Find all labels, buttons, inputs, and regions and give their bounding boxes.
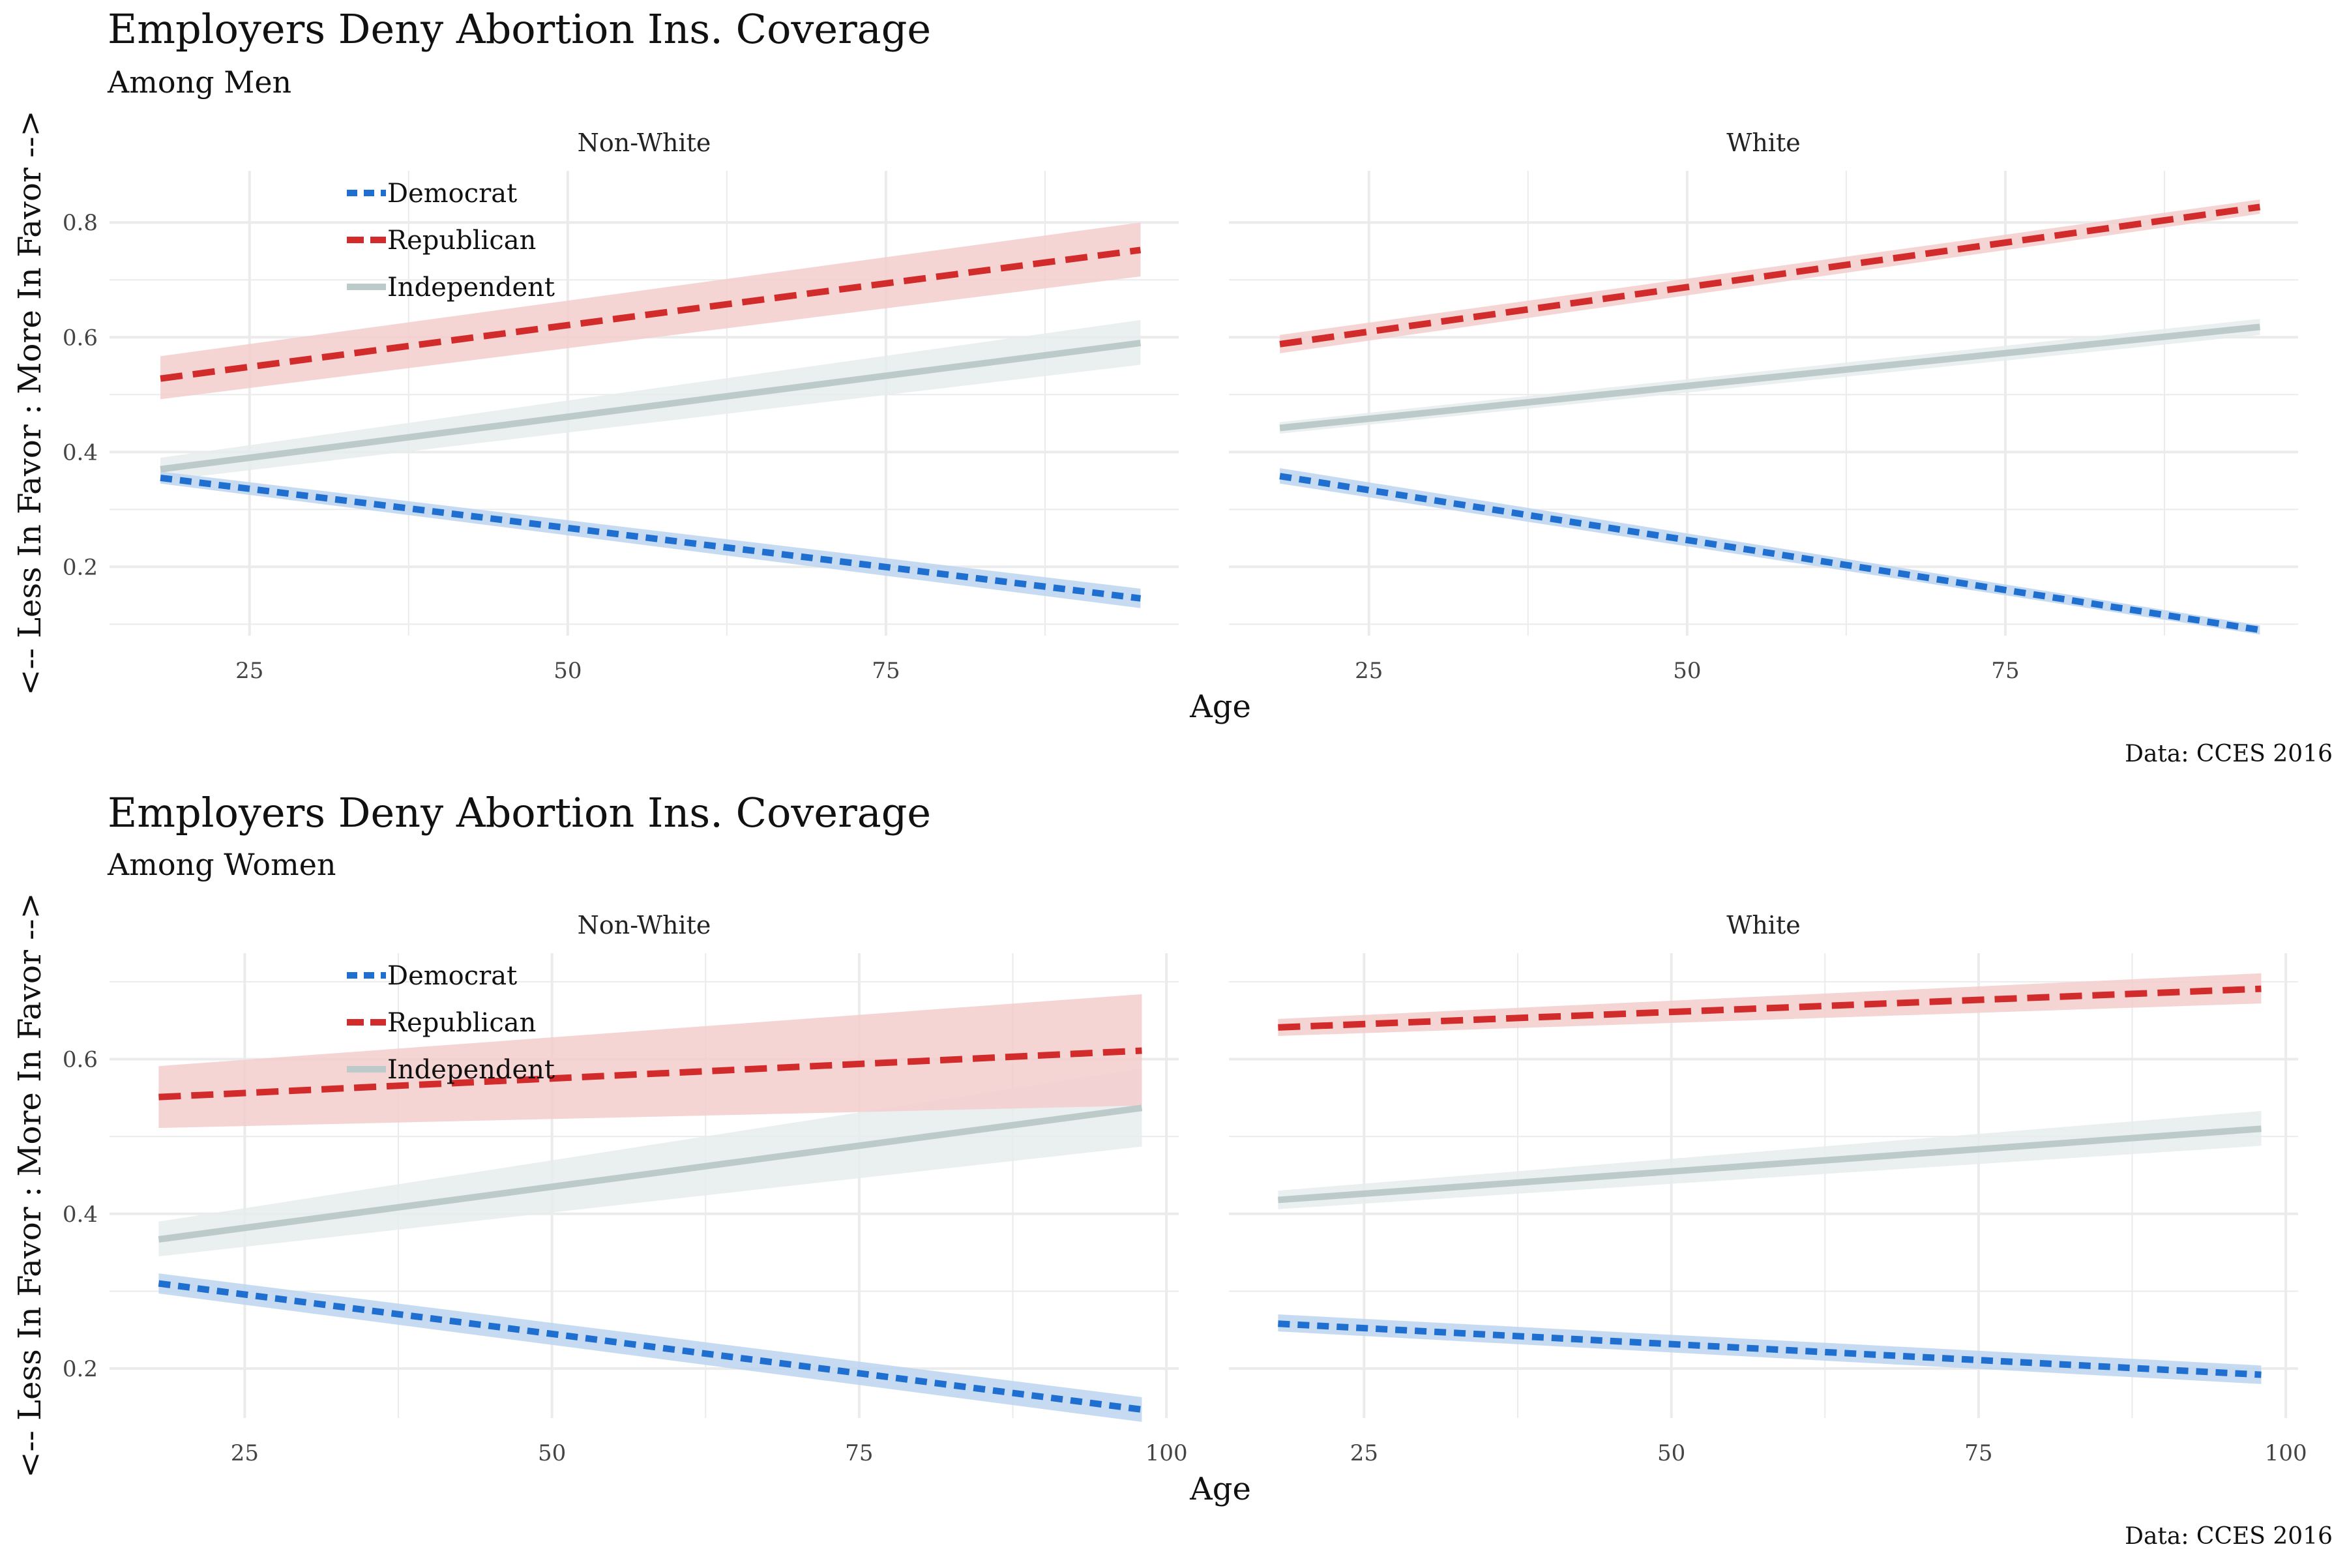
series-line-republican xyxy=(158,1047,1142,1101)
legend-label-republican: Republican xyxy=(387,1008,536,1038)
confidence-band-republican xyxy=(158,994,1142,1129)
confidence-band-republican xyxy=(1278,973,2262,1036)
legend: Democrat Republican Independent xyxy=(347,179,555,303)
series-line-democrat xyxy=(158,1280,1143,1413)
series-line-independent xyxy=(1278,1125,2262,1204)
x-tick-label: 50 xyxy=(538,1440,566,1466)
series-line-republican xyxy=(1279,203,2261,348)
legend-label-democrat: Democrat xyxy=(387,179,517,209)
chart-block-2: Employers Deny Abortion Ins. Coverage Amo… xyxy=(12,789,2333,1550)
series-line-independent xyxy=(158,1104,1143,1243)
panel-white: White 25 50 75 100 xyxy=(1229,911,2307,1466)
legend-label-independent: Independent xyxy=(387,273,555,303)
y-tick-label: 0.8 xyxy=(63,210,98,236)
x-tick-label: 50 xyxy=(554,658,582,684)
y-tick-label: 0.2 xyxy=(63,1356,98,1382)
x-tick-label: 100 xyxy=(1145,1440,1188,1466)
panel-non-white: Non-White 25 50 75 100 0.2 0.4 0.6 Democrat Repub… xyxy=(63,911,1188,1466)
legend-label-independent: Independent xyxy=(387,1055,555,1085)
panel-strip-label: White xyxy=(1726,128,1800,157)
chart-caption: Data: CCES 2016 xyxy=(2125,1523,2333,1550)
chart-title: Employers Deny Abortion Ins. Coverage xyxy=(108,5,931,53)
x-axis-label: Age xyxy=(1189,1471,1251,1507)
x-tick-label: 75 xyxy=(1964,1440,1992,1466)
x-tick-label: 25 xyxy=(1350,1440,1378,1466)
y-tick-label: 0.4 xyxy=(63,439,98,466)
series-line-independent xyxy=(1279,323,2260,432)
legend: Democrat Republican Independent xyxy=(347,961,555,1085)
panel-strip-label: Non-White xyxy=(578,128,711,157)
series-line-democrat xyxy=(1279,473,2261,634)
y-tick-label: 0.6 xyxy=(63,1047,98,1073)
x-tick-label: 75 xyxy=(845,1440,873,1466)
series-line-republican xyxy=(1278,985,2262,1031)
chart-block-1: Employers Deny Abortion Ins. Coverage Amo… xyxy=(12,5,2333,767)
y-axis-label: <-- Less In Favor : More In Favor --> xyxy=(12,110,48,696)
confidence-band-independent xyxy=(1278,1111,2262,1209)
chart-title: Employers Deny Abortion Ins. Coverage xyxy=(108,789,931,836)
x-tick-label: 25 xyxy=(235,658,263,684)
x-axis-label: Age xyxy=(1189,688,1251,725)
y-axis-label: <-- Less In Favor : More In Favor --> xyxy=(12,893,48,1478)
chart-subtitle: Among Women xyxy=(107,847,336,882)
chart-caption: Data: CCES 2016 xyxy=(2125,741,2333,767)
y-tick-label: 0.2 xyxy=(63,554,98,580)
panel-non-white: Non-White 25 50 75 0.2 0.4 0.6 0.8 Democrat Repub… xyxy=(63,128,1179,684)
panel-white: White 25 50 75 xyxy=(1229,128,2298,684)
series-line-republican xyxy=(160,246,1142,382)
y-tick-label: 0.4 xyxy=(63,1202,98,1228)
x-tick-label: 50 xyxy=(1657,1440,1685,1466)
legend-label-republican: Republican xyxy=(387,226,536,256)
panel-strip-label: White xyxy=(1726,911,1800,939)
y-tick-label: 0.6 xyxy=(63,325,98,351)
x-tick-label: 75 xyxy=(872,658,900,684)
legend-label-democrat: Democrat xyxy=(387,961,517,991)
x-tick-label: 25 xyxy=(1355,658,1383,684)
x-tick-label: 50 xyxy=(1673,658,1701,684)
x-tick-label: 100 xyxy=(2265,1440,2307,1466)
confidence-band-republican xyxy=(160,222,1141,400)
series-line-democrat xyxy=(1278,1320,2262,1378)
x-tick-label: 25 xyxy=(231,1440,259,1466)
panel-strip-label: Non-White xyxy=(578,911,711,939)
x-tick-label: 75 xyxy=(1991,658,2019,684)
series-line-independent xyxy=(160,340,1142,473)
series-line-democrat xyxy=(160,474,1142,602)
chart-subtitle: Among Men xyxy=(107,65,291,100)
